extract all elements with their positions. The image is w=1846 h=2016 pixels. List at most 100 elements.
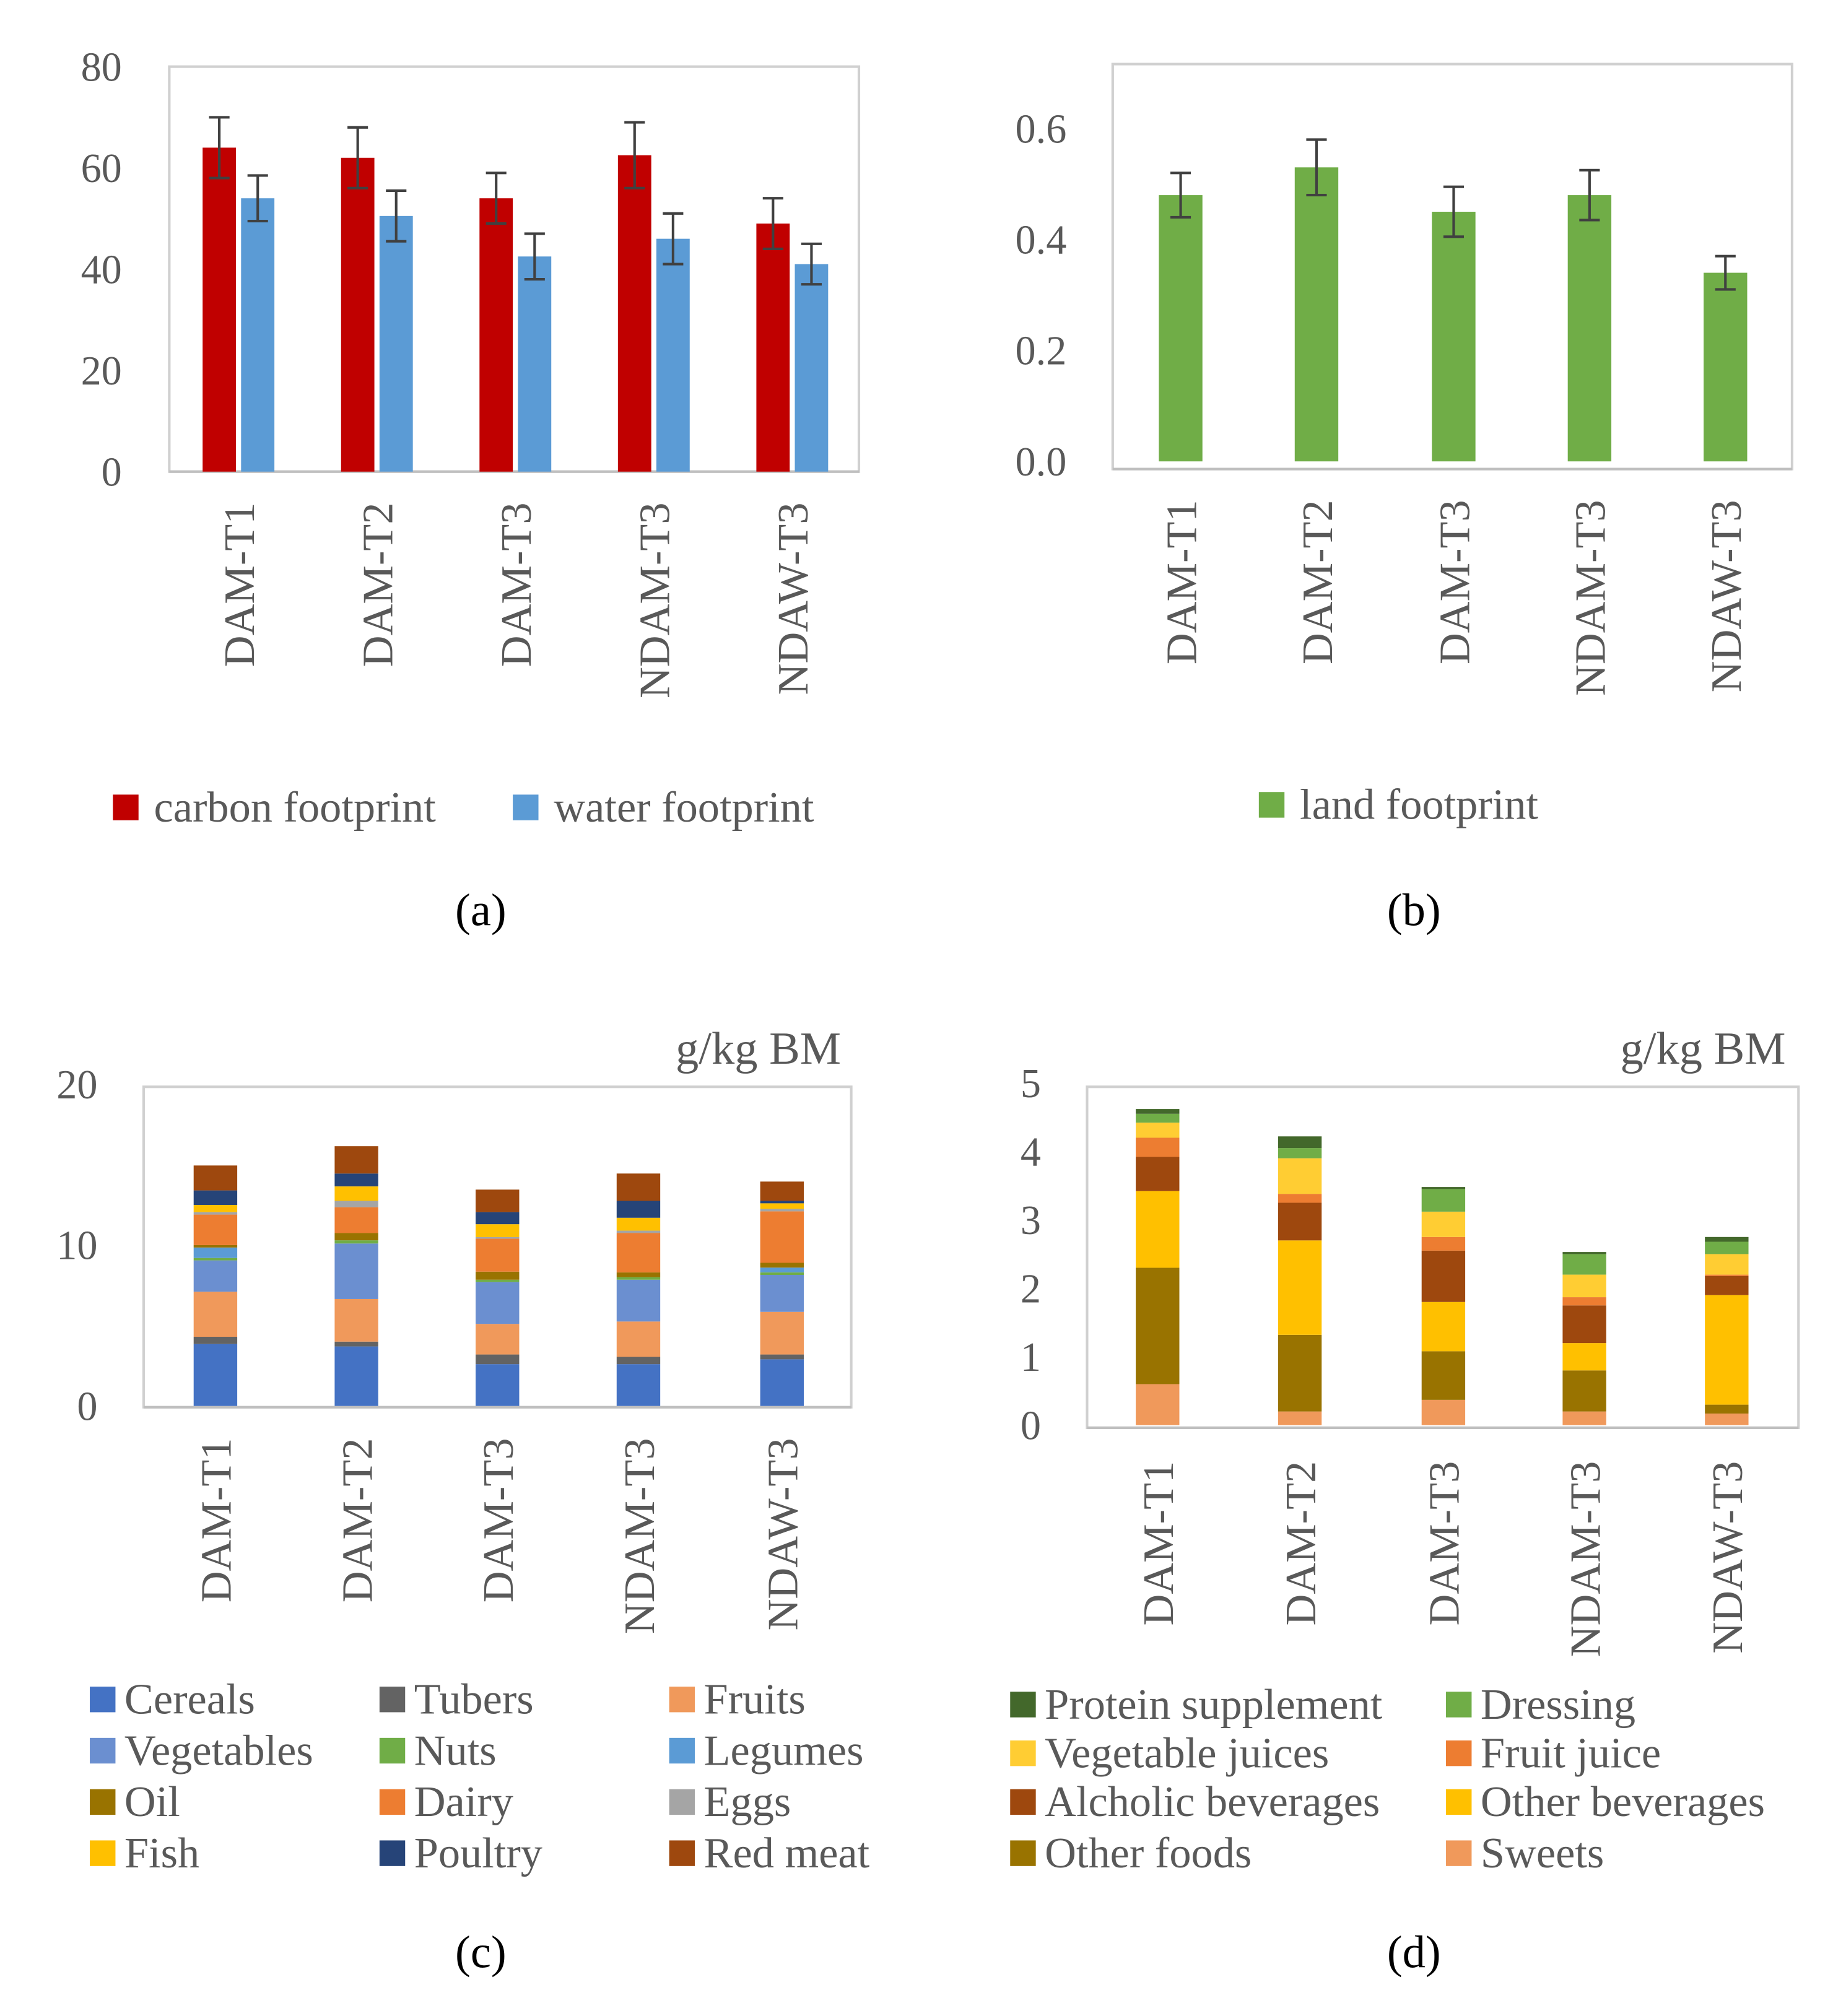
legend-swatch (90, 1840, 116, 1866)
bar-segment-oil (760, 1262, 804, 1268)
legend-swatch (90, 1789, 116, 1815)
bar-segment-other-beverages (1136, 1191, 1180, 1268)
bar-segment-legumes (193, 1247, 238, 1258)
bar-segment-poultry (760, 1201, 804, 1204)
bar-water-footprint (795, 264, 829, 472)
legend-swatch (379, 1737, 406, 1764)
bar-segment-red-meat (760, 1181, 804, 1201)
bar-segment-vegetables (616, 1279, 661, 1322)
bar-segment-other-foods (1278, 1334, 1322, 1412)
bar-segment-sweets (1278, 1411, 1322, 1425)
bar-segment-protein-supplement (1278, 1136, 1322, 1149)
legend-swatch (1010, 1840, 1036, 1866)
legend-label: Fruits (704, 1675, 806, 1723)
bar-segment-dairy (476, 1238, 520, 1272)
legend-swatch (1446, 1692, 1472, 1718)
x-tick-label: DAM-T1 (1134, 1461, 1183, 1626)
legend-swatch (669, 1737, 695, 1764)
legend-swatch (669, 1687, 695, 1713)
x-tick-label: NDAW-T3 (769, 502, 817, 695)
bar-land-footprint (1432, 211, 1476, 462)
bar-carbon-footprint (756, 224, 790, 472)
legend-swatch (669, 1789, 695, 1815)
bar-segment-poultry (616, 1201, 661, 1218)
bar-segment-nuts (476, 1279, 520, 1282)
chart-a: 0 20 40 60 80 DAM-T1 DAM-T2 DAM-T3 NDAM-T3 NDAW-T… (81, 45, 861, 936)
chart-b: 0.0 0.2 0.4 0.6 DAM-T1 DAM-T2 DAM-T3 NDAM-T3 NDA… (1016, 63, 1793, 936)
legend-label: Legumes (704, 1726, 864, 1775)
bar-segment-nuts (334, 1240, 378, 1244)
bar-segment-vegetables (193, 1260, 238, 1292)
bar-segment-vegetables (334, 1243, 378, 1299)
unit-label: g/kg BM (1621, 1023, 1786, 1074)
bar-segment-oil (193, 1245, 238, 1248)
bar-segment-protein-supplement (1421, 1187, 1466, 1189)
unit-label: g/kg BM (676, 1023, 841, 1074)
bar-segment-nuts (193, 1258, 238, 1261)
bar-segment-dressing (1705, 1241, 1749, 1254)
y-tick-label: 20 (81, 349, 122, 394)
bar-segment-fish (334, 1186, 378, 1201)
chart-c: 0 10 20 DAM-T1 DAM-T2 DAM-T3 NDAM-T3 NDAW-T3 g/k… (56, 1023, 869, 1978)
bar-segment-sweets (1562, 1411, 1606, 1425)
legend-label: Vegetable juices (1045, 1729, 1329, 1777)
y-tick-label: 0 (1021, 1404, 1041, 1449)
bar-segment-tubers (616, 1357, 661, 1365)
x-tick-label: NDAW-T3 (759, 1438, 808, 1630)
bar-segment-dairy (616, 1233, 661, 1273)
legend-swatch (90, 1687, 116, 1713)
legend: carbon footprint water footprint (113, 783, 814, 832)
bar-segment-protein-supplement (1705, 1236, 1749, 1242)
legend-swatch (379, 1687, 406, 1713)
legend-label: Red meat (704, 1829, 870, 1877)
legend-label: Cereals (124, 1675, 255, 1723)
bar-segment-fruits (334, 1298, 378, 1342)
x-tick-label: DAM-T3 (1421, 1461, 1469, 1626)
bar-segment-eggs (193, 1212, 238, 1215)
y-tick-label: 60 (81, 146, 122, 191)
bar-segment-oil (334, 1233, 378, 1241)
bar-segment-dressing (1278, 1148, 1322, 1158)
bar-segment-fruit-juice (1562, 1297, 1606, 1306)
legend-swatch (1010, 1692, 1036, 1718)
bar-segment-oil (476, 1271, 520, 1280)
legend-label: water footprint (554, 783, 814, 832)
legend-swatch (1446, 1740, 1472, 1766)
y-tick-label: 4 (1021, 1129, 1041, 1175)
bar-segment-nuts (760, 1272, 804, 1275)
legend-swatch (669, 1840, 695, 1866)
bar-segment-sweets (1421, 1399, 1466, 1425)
bar-segment-nuts (616, 1277, 661, 1280)
legend-swatch (513, 794, 539, 820)
x-tick-label: DAM-T3 (474, 1438, 523, 1602)
legend-swatch (1010, 1789, 1036, 1815)
bar-segment-red-meat (334, 1146, 378, 1174)
bar-segment-vegetable-juices (1136, 1123, 1180, 1138)
bar-segment-other-beverages (1705, 1295, 1749, 1405)
bar-segment-sweets (1705, 1413, 1749, 1425)
x-tick-label: NDAW-T3 (1702, 500, 1751, 692)
bar-segment-cereals (616, 1364, 661, 1406)
bar-segment-red-meat (616, 1173, 661, 1201)
bar-segment-poultry (334, 1173, 378, 1187)
y-tick-label: 10 (56, 1223, 97, 1269)
legend-label: Protein supplement (1045, 1680, 1383, 1729)
bar-segment-tubers (193, 1337, 238, 1344)
legend-label: Other foods (1045, 1829, 1252, 1877)
y-tick-label: 0 (102, 450, 122, 495)
bar-segment-other-beverages (1278, 1240, 1322, 1335)
legend-label: Sweets (1481, 1829, 1604, 1877)
bar-segment-other-foods (1136, 1267, 1180, 1384)
legend-label: Tubers (414, 1675, 534, 1723)
legend-label: Oil (124, 1778, 180, 1826)
legend-swatch (90, 1737, 116, 1764)
legend-label: Alcholic beverages (1045, 1778, 1380, 1826)
bar-segment-protein-supplement (1562, 1252, 1606, 1254)
legend-label: carbon footprint (154, 783, 437, 832)
legend: Protein supplement Dressing Vegetable juic… (1010, 1680, 1765, 1877)
x-tick-label: DAM-T2 (1277, 1461, 1325, 1626)
bar-segment-vegetables (760, 1274, 804, 1312)
bar-segment-tubers (334, 1341, 378, 1347)
legend-label: Poultry (414, 1829, 542, 1877)
bar-segment-fruits (193, 1292, 238, 1337)
